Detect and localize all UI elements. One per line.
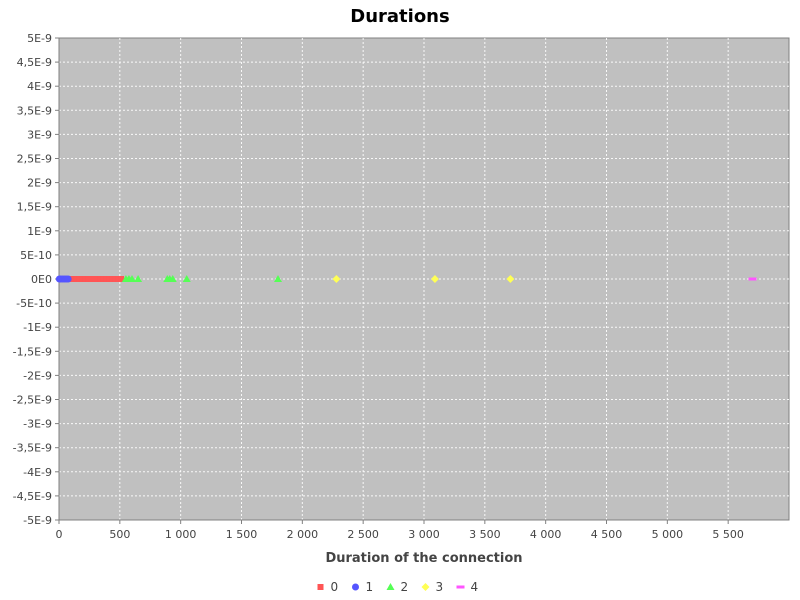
x-tick-label: 500	[109, 528, 130, 541]
y-tick-label: 2,5E-9	[17, 153, 52, 166]
data-point-series-0	[94, 276, 101, 282]
y-tick-label: 5E-10	[20, 249, 52, 262]
x-tick-label: 5 000	[652, 528, 684, 541]
data-point-series-0	[91, 276, 98, 282]
data-point-series-0	[85, 276, 92, 282]
data-point-series-0	[97, 276, 104, 282]
y-tick-label: 0E0	[31, 273, 52, 286]
y-tick-label: -4,5E-9	[13, 490, 52, 503]
data-point-series-0	[76, 276, 83, 282]
data-point-series-0	[69, 276, 76, 282]
y-tick-label: -4E-9	[23, 466, 52, 479]
y-tick-label: 3E-9	[27, 128, 52, 141]
data-point-series-0	[118, 276, 125, 282]
data-point-series-2	[168, 275, 177, 282]
y-tick-label: 1,5E-9	[17, 201, 52, 214]
data-point-series-3	[430, 275, 439, 283]
x-tick-label: 3 000	[408, 528, 440, 541]
legend-label-2: 2	[401, 580, 409, 594]
data-point-series-0	[82, 276, 89, 282]
y-tick-label: 4,5E-9	[17, 56, 52, 69]
y-tick-label: 5E-9	[27, 32, 52, 45]
x-tick-label: 5 500	[712, 528, 744, 541]
y-tick-label: -2,5E-9	[13, 394, 52, 407]
data-point-series-3	[506, 275, 515, 283]
data-point-series-0	[106, 276, 113, 282]
chart-title: Durations	[350, 6, 449, 27]
legend: 0 1 2 3 4	[317, 580, 479, 594]
y-tick-label: -1,5E-9	[13, 345, 52, 358]
legend-marker-2	[386, 583, 395, 590]
y-tick-label: -3E-9	[23, 418, 52, 431]
x-axis-label: Duration of the connection	[325, 551, 522, 566]
data-point-series-4	[748, 277, 757, 281]
legend-label-3: 3	[436, 580, 444, 594]
data-point-series-0	[79, 276, 86, 282]
x-tick-label: 0	[56, 528, 63, 541]
data-point-series-0	[88, 276, 95, 282]
y-tick-label: 3,5E-9	[17, 104, 52, 117]
x-tick-label: 2 500	[347, 528, 379, 541]
data-point-series-0	[100, 276, 107, 282]
data-point-series-2	[274, 275, 282, 282]
y-tick-label: 2E-9	[27, 177, 52, 190]
legend-item-3: 3	[421, 580, 444, 594]
data-point-series-2	[134, 275, 143, 282]
data-point-series-2	[182, 275, 191, 282]
data-point-series-2	[128, 275, 136, 282]
legend-marker-1	[352, 583, 359, 591]
data-point-series-1	[64, 275, 72, 283]
legend-label-0: 0	[331, 580, 339, 594]
y-tick-label: -5E-9	[23, 514, 52, 527]
legend-item-0: 0	[317, 580, 339, 594]
data-point-series-0	[103, 276, 110, 282]
x-tick-label: 4 000	[530, 528, 562, 541]
data-point-series-0	[112, 276, 119, 282]
data-point-series-3	[332, 275, 341, 283]
y-tick-label: -5E-10	[16, 297, 52, 310]
legend-label-1: 1	[366, 580, 374, 594]
data-point-series-0	[73, 276, 80, 282]
y-tick-label: -3,5E-9	[13, 442, 52, 455]
y-tick-label: -1E-9	[23, 321, 52, 334]
y-tick-label: -2E-9	[23, 369, 52, 382]
x-tick-label: 1 000	[165, 528, 197, 541]
legend-label-4: 4	[471, 580, 479, 594]
legend-item-4: 4	[456, 580, 479, 594]
gridlines	[59, 38, 789, 520]
axes: 0 500 1 000 1 500 2 000 2 500 3 000 3 500 4 000 4…	[13, 32, 789, 541]
x-tick-label: 3 500	[469, 528, 501, 541]
data-points	[55, 275, 757, 283]
x-tick-label: 1 500	[226, 528, 258, 541]
legend-item-1: 1	[352, 580, 373, 594]
y-tick-label: 1E-9	[27, 225, 52, 238]
legend-item-2: 2	[386, 580, 409, 594]
legend-marker-3	[421, 583, 430, 591]
x-tick-label: 4 500	[591, 528, 623, 541]
data-point-series-0	[109, 276, 116, 282]
y-tick-label: 4E-9	[27, 80, 52, 93]
x-tick-label: 2 000	[287, 528, 319, 541]
legend-marker-4	[456, 585, 465, 589]
legend-marker-0	[317, 584, 324, 590]
